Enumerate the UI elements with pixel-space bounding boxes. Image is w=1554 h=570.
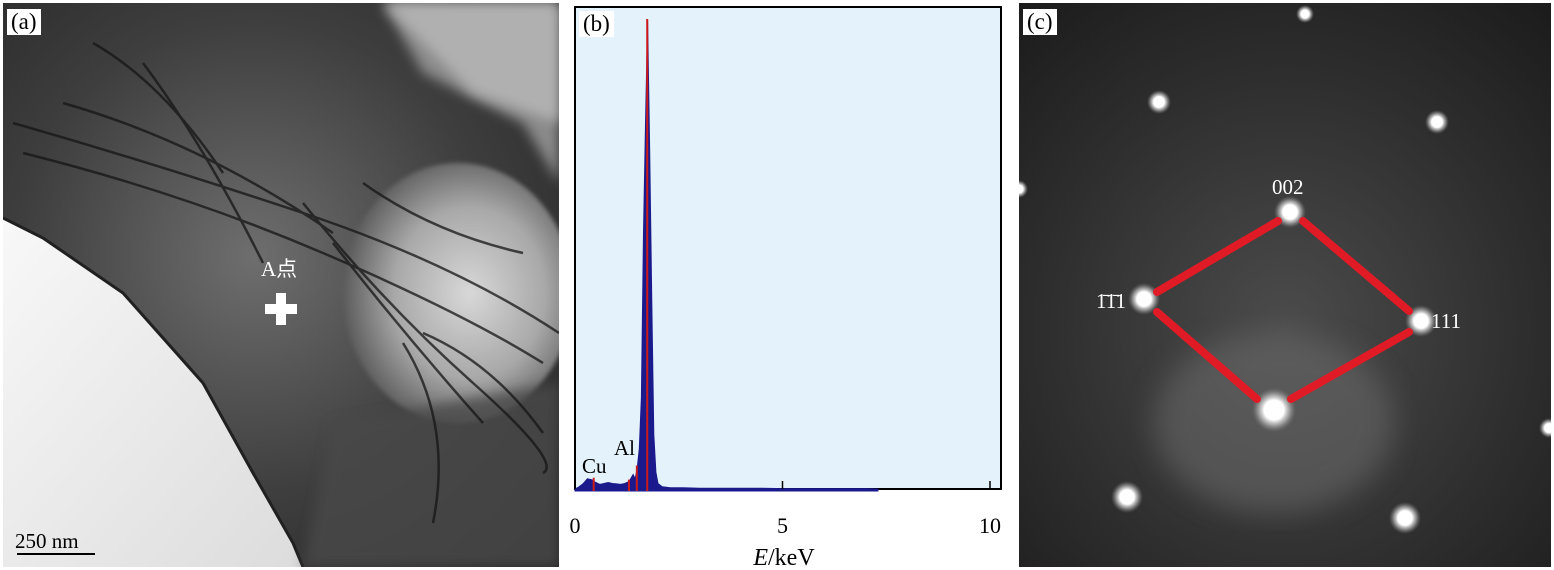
point-a-marker <box>265 293 297 325</box>
spot-label-111: 111 <box>1431 309 1461 333</box>
eds-spectrum-chart: 0 5 10 E/keV Cu Al <box>570 6 1002 567</box>
tem-micrograph <box>3 3 559 567</box>
eds-spectrum-panel: 0 5 10 E/keV Cu Al (b) <box>562 3 1014 567</box>
panel-label-b: (b) <box>579 11 614 37</box>
diffraction-spots <box>1019 5 1551 534</box>
x-tick-label-10: 10 <box>979 513 1001 538</box>
point-a-label: A点 <box>261 257 298 281</box>
scale-bar-label: 250 nm <box>15 529 79 553</box>
unit-cell-rhombus <box>1153 217 1413 403</box>
tem-micrograph-panel: (a) A点 250 nm <box>3 3 559 567</box>
diffraction-pattern-panel: (c) 002 1̄1̄1 111 <box>1019 3 1551 567</box>
peak-label-al: Al <box>614 436 635 460</box>
spot-label-002: 002 <box>1272 175 1304 199</box>
peak-label-cu: Cu <box>582 454 607 478</box>
plot-area <box>574 6 1002 490</box>
diffraction-pattern <box>1019 3 1551 567</box>
x-axis-label: E/keV <box>752 545 815 567</box>
panel-label-a: (a) <box>7 9 41 35</box>
x-tick-label-5: 5 <box>777 513 788 538</box>
spot-label-111-bar: 1̄1̄1 <box>1096 289 1126 313</box>
panel-label-c: (c) <box>1023 9 1057 35</box>
x-tick-label-0: 0 <box>570 513 581 538</box>
